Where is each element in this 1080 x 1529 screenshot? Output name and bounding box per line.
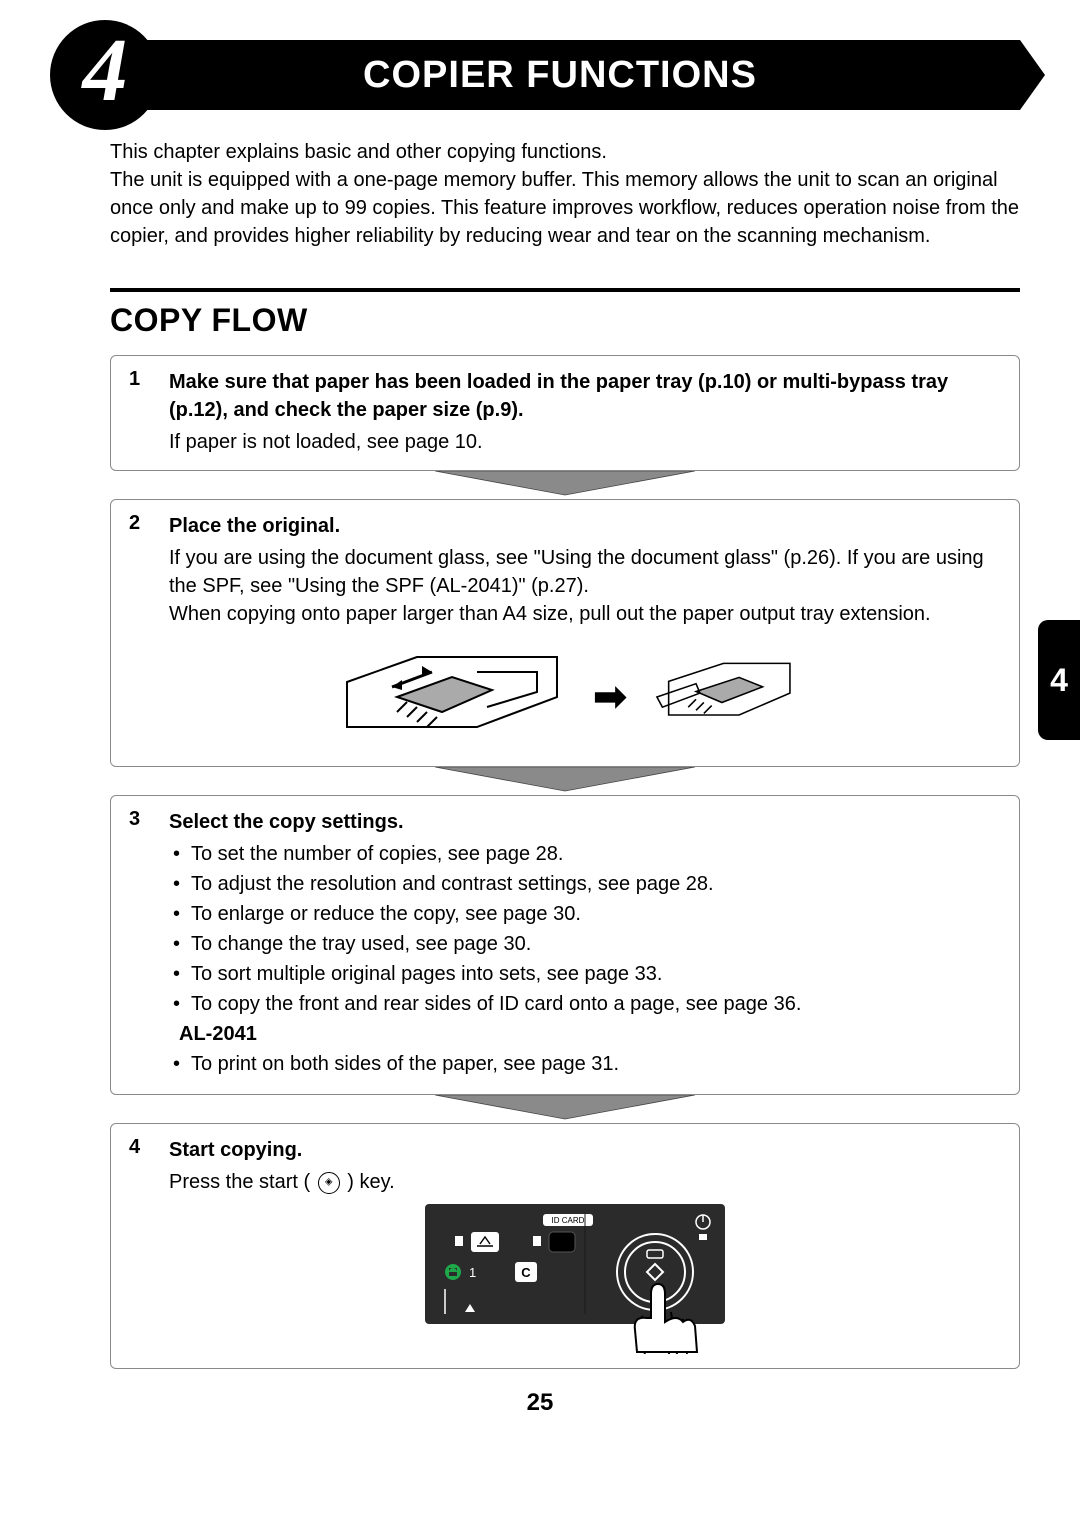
arrow-right-icon: ➡ <box>593 669 627 725</box>
flow-arrow <box>110 1095 1020 1123</box>
start-key-icon <box>318 1172 340 1194</box>
list-item: To enlarge or reduce the copy, see page … <box>169 900 1001 928</box>
flow-arrow <box>110 471 1020 499</box>
chapter-banner: 4 COPIER FUNCTIONS <box>60 30 1020 120</box>
c-label: C <box>521 1265 531 1280</box>
step-box-1: 1 Make sure that paper has been loaded i… <box>110 355 1020 471</box>
step-number: 4 <box>129 1136 147 1354</box>
step-heading: Make sure that paper has been loaded in … <box>169 368 1001 424</box>
bullet-list: To set the number of copies, see page 28… <box>169 840 1001 1018</box>
step-number: 3 <box>129 808 147 1080</box>
step-box-4: 4 Start copying. Press the start ( ) key… <box>110 1123 1020 1369</box>
side-chapter-tab: 4 <box>1038 620 1080 740</box>
flow-arrow <box>110 767 1020 795</box>
tray-closed-icon <box>337 642 567 752</box>
step-body: If you are using the document glass, see… <box>169 544 1001 628</box>
id-card-label: ID CARD <box>552 1216 585 1225</box>
list-item: To sort multiple original pages into set… <box>169 960 1001 988</box>
section-heading: COPY FLOW <box>110 302 1020 339</box>
model-label: AL-2041 <box>169 1020 1001 1048</box>
step-body: If paper is not loaded, see page 10. <box>169 428 1001 456</box>
tray-open-icon <box>653 642 833 752</box>
list-item: To print on both sides of the paper, see… <box>169 1050 1001 1078</box>
step-number: 2 <box>129 512 147 752</box>
tray-illustration: ➡ <box>169 642 1001 752</box>
control-panel-illustration: ID CARD <box>169 1204 1001 1354</box>
list-item: To adjust the resolution and contrast se… <box>169 870 1001 898</box>
step-heading: Select the copy settings. <box>169 808 1001 836</box>
intro-paragraph: This chapter explains basic and other co… <box>110 138 1020 250</box>
body-prefix: Press the start ( <box>169 1171 310 1193</box>
bullet-list: To print on both sides of the paper, see… <box>169 1050 1001 1078</box>
page-number: 25 <box>60 1389 1020 1417</box>
chapter-title: COPIER FUNCTIONS <box>363 54 757 97</box>
step-body: Press the start ( ) key. <box>169 1168 1001 1196</box>
list-item: To set the number of copies, see page 28… <box>169 840 1001 868</box>
step-box-3: 3 Select the copy settings. To set the n… <box>110 795 1020 1095</box>
list-item: To copy the front and rear sides of ID c… <box>169 990 1001 1018</box>
list-item: To change the tray used, see page 30. <box>169 930 1001 958</box>
chapter-number: 4 <box>83 26 128 116</box>
chapter-title-bar: COPIER FUNCTIONS <box>100 40 1020 110</box>
section-rule <box>110 288 1020 292</box>
step-box-2: 2 Place the original. If you are using t… <box>110 499 1020 767</box>
step-heading: Start copying. <box>169 1136 1001 1164</box>
one-label: 1 <box>469 1265 476 1280</box>
step-heading: Place the original. <box>169 512 1001 540</box>
side-tab-number: 4 <box>1050 662 1068 699</box>
body-suffix: ) key. <box>347 1171 394 1193</box>
step-number: 1 <box>129 368 147 456</box>
chapter-number-bubble: 4 <box>50 20 160 130</box>
